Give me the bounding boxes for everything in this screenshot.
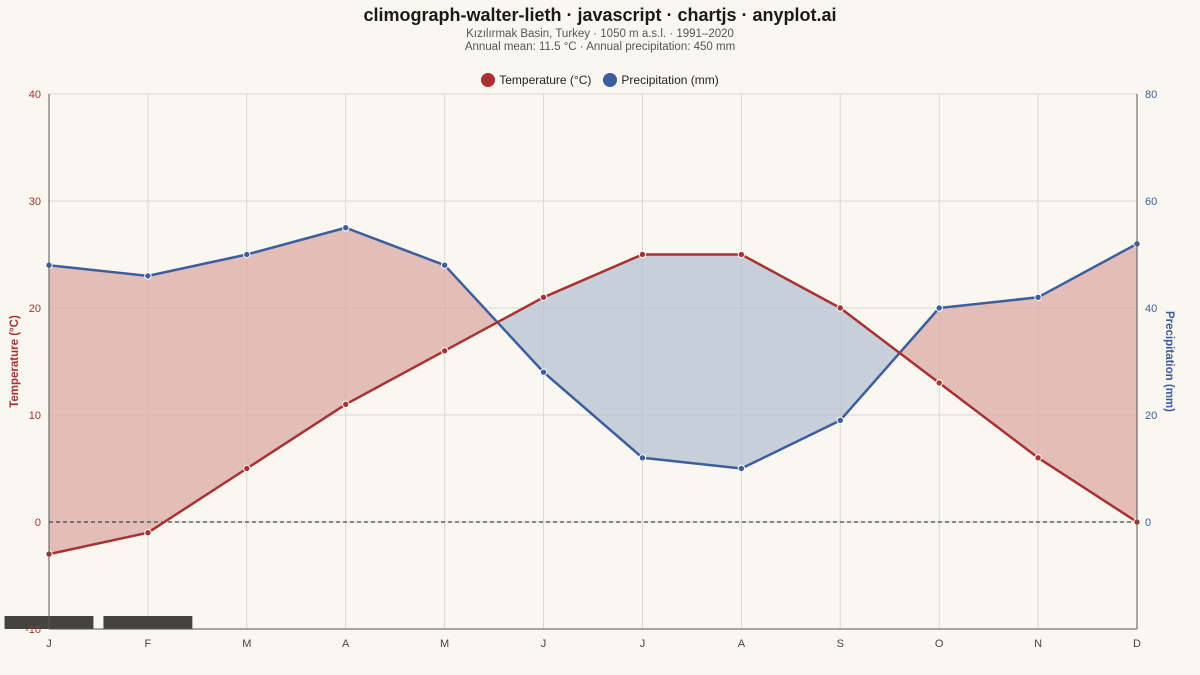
y-left-tick-label: -10 [25, 624, 41, 636]
x-tick-label: J [640, 638, 646, 650]
x-tick-label: S [837, 638, 844, 650]
axes [48, 94, 1138, 630]
y-right-tick-label: 40 [1145, 303, 1157, 315]
x-tick-label: J [46, 638, 52, 650]
x-tick-label: M [440, 638, 449, 650]
temperature-point[interactable] [1034, 454, 1042, 462]
precipitation-point[interactable] [342, 224, 350, 232]
precipitation-point[interactable] [836, 416, 844, 425]
frost-bar [103, 616, 193, 629]
precipitation-point[interactable] [737, 464, 746, 473]
legend-item-precipitation[interactable]: Precipitation (mm) [603, 73, 719, 87]
x-tick-label: D [1133, 638, 1141, 650]
precipitation-point[interactable] [144, 272, 152, 280]
temperature-point[interactable] [836, 304, 844, 312]
y-left-tick-label: 20 [29, 303, 41, 315]
precipitation-point[interactable] [935, 304, 943, 312]
precipitation-point[interactable] [1034, 293, 1042, 301]
y-left-tick-label: 40 [29, 89, 41, 101]
y-right-tick-label: 0 [1145, 517, 1151, 529]
chart-legend: Temperature (°C) Precipitation (mm) [0, 73, 1200, 87]
temperature-point[interactable] [638, 250, 647, 259]
precipitation-point[interactable] [243, 250, 251, 259]
legend-swatch-precipitation [603, 73, 618, 87]
precipitation-point[interactable] [539, 368, 548, 376]
temperature-point[interactable] [539, 293, 548, 301]
chart-subtitle-location: Kızılırmak Basin, Turkey · 1050 m a.s.l.… [466, 28, 734, 40]
y-left-tick-label: 0 [35, 517, 41, 529]
y-right-axis-title: Precipitation (mm) [1163, 311, 1175, 412]
chart-title: climograph-walter-lieth · javascript · c… [363, 5, 837, 25]
temperature-point[interactable] [144, 529, 152, 537]
precipitation-point[interactable] [638, 454, 647, 462]
series-points [45, 224, 1141, 558]
temperature-point[interactable] [737, 250, 746, 259]
x-tick-label: A [342, 638, 350, 650]
temperature-point[interactable] [440, 347, 449, 355]
x-tick-label: N [1034, 638, 1042, 650]
legend-label-precipitation: Precipitation (mm) [621, 73, 719, 87]
x-tick-label: M [242, 638, 251, 650]
precipitation-line [48, 226, 1138, 470]
x-tick-label: A [738, 638, 746, 650]
temperature-point[interactable] [243, 464, 251, 473]
series-lines [48, 226, 1138, 556]
x-tick-label: O [935, 638, 944, 650]
y-right-tick-label: 60 [1145, 196, 1157, 208]
y-right-tick-label: 80 [1145, 89, 1157, 101]
x-tick-label: F [145, 638, 152, 650]
y-left-tick-label: 30 [29, 196, 41, 208]
temperature-point[interactable] [342, 400, 350, 408]
temperature-point[interactable] [935, 379, 943, 387]
x-tick-label: J [541, 638, 547, 650]
area-fills [49, 227, 1137, 555]
legend-swatch-temperature [481, 73, 496, 87]
precipitation-point[interactable] [440, 261, 449, 269]
chart-subtitle-annual: Annual mean: 11.5 °C · Annual precipitat… [464, 41, 736, 53]
legend-label-temperature: Temperature (°C) [499, 73, 592, 87]
y-left-tick-label: 10 [29, 410, 41, 422]
y-right-tick-label: 20 [1145, 410, 1157, 422]
tick-labels: -10 0 10 20 30 40 0 20 40 60 80 J F M A M J J A S O N D Tempera… [9, 89, 1175, 650]
legend-item-temperature[interactable]: Temperature (°C) [481, 73, 591, 87]
temperature-line [48, 253, 1138, 556]
y-left-axis-title: Temperature (°C) [9, 315, 21, 408]
